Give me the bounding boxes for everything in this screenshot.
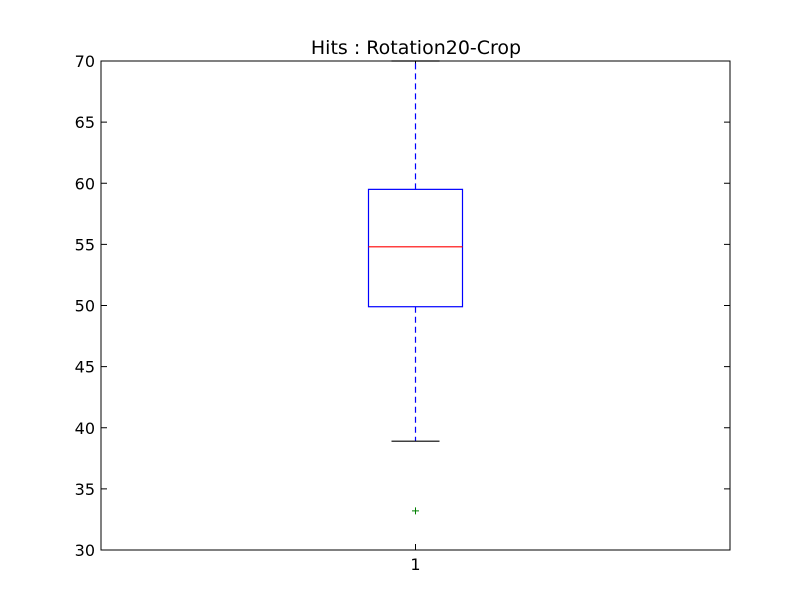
y-tick-label: 65 (75, 113, 95, 132)
y-tick-label: 40 (75, 419, 95, 438)
interquartile-box (367, 188, 464, 308)
y-tick-label: 60 (75, 174, 95, 193)
y-tick-label: 45 (75, 358, 95, 377)
y-tick-label: 35 (75, 480, 95, 499)
y-tick-label: 50 (75, 297, 95, 316)
plot-marks (367, 60, 464, 515)
y-axis: 30 35 40 45 50 55 60 65 70 (75, 52, 730, 560)
chart-title: Hits : Rotation20-Crop (311, 37, 521, 59)
x-tick-label: 1 (410, 555, 420, 574)
y-tick-label: 70 (75, 52, 95, 71)
y-tick-label: 30 (75, 541, 95, 560)
outlier-point (412, 507, 419, 515)
axes-frame (100, 60, 731, 551)
y-tick-label: 55 (75, 235, 95, 254)
